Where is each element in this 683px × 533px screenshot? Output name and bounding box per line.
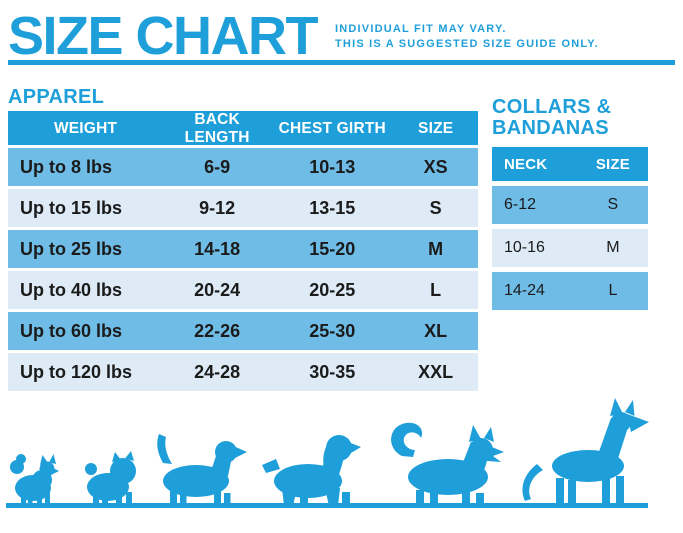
husky-dog-icon: [391, 422, 504, 505]
apparel-heading: APPAREL: [8, 86, 105, 108]
table-row: Up to 15 lbs 9-12 13-15 S: [8, 189, 478, 227]
main-content: APPAREL WEIGHT BACK LENGTH CHEST GIRTH S…: [0, 65, 683, 394]
table-row: Up to 60 lbs 22-26 25-30 XL: [8, 312, 478, 350]
column-header-size: SIZE: [418, 120, 454, 137]
great-dane-dog-icon: [522, 398, 649, 505]
collars-heading: COLLARS & BANDANAS: [492, 97, 648, 139]
chest-girth-cell: 30-35: [309, 361, 356, 382]
page-title: SIZE CHART: [8, 6, 319, 66]
back-length-cell: 20-24: [194, 279, 241, 300]
apparel-table-header-row: WEIGHT BACK LENGTH CHEST GIRTH SIZE: [8, 111, 478, 146]
collars-section: COLLARS & BANDANAS NECK SIZE 6-12 S 10-1…: [492, 65, 648, 315]
size-cell: XXL: [418, 361, 454, 382]
size-cell: S: [429, 197, 442, 218]
column-header-back-length: BACK LENGTH: [184, 111, 250, 146]
size-cell: XS: [423, 156, 448, 177]
table-row: Up to 120 lbs 24-28 30-35 XXL: [8, 353, 478, 391]
collars-size-table: NECK SIZE 6-12 S 10-16 M 14-24 L: [492, 147, 648, 310]
chest-girth-cell: 25-30: [309, 320, 356, 341]
dog-size-scale-illustration: [6, 398, 649, 508]
back-length-cell: 22-26: [194, 320, 241, 341]
table-row: 6-12 S: [492, 186, 648, 224]
chest-girth-cell: 15-20: [309, 238, 356, 259]
weight-cell: Up to 8 lbs: [20, 156, 113, 177]
weight-cell: Up to 25 lbs: [20, 238, 123, 259]
column-header-size: SIZE: [595, 155, 630, 173]
size-cell: M: [428, 238, 444, 259]
beagle-dog-icon: [157, 434, 247, 505]
table-row: Up to 40 lbs 20-24 20-25 L: [8, 271, 478, 309]
pomeranian-dog-icon: [10, 454, 59, 505]
weight-cell: Up to 40 lbs: [20, 279, 123, 300]
weight-cell: Up to 60 lbs: [20, 320, 123, 341]
ground-line: [6, 503, 648, 508]
apparel-section: APPAREL WEIGHT BACK LENGTH CHEST GIRTH S…: [8, 65, 478, 394]
neck-cell: 14-24: [504, 282, 545, 299]
back-length-cell: 6-9: [204, 156, 231, 177]
table-row: 14-24 L: [492, 272, 648, 310]
weight-cell: Up to 15 lbs: [20, 197, 123, 218]
chest-girth-cell: 20-25: [309, 279, 356, 300]
collars-heading-line1: COLLARS &: [492, 96, 612, 118]
column-header-neck: NECK: [504, 155, 548, 173]
table-row: Up to 8 lbs 6-9 10-13 XS: [8, 148, 478, 186]
cocker-spaniel-dog-icon: [262, 435, 361, 506]
column-header-weight: WEIGHT: [53, 120, 118, 137]
title-row: SIZE CHART INDIVIDUAL FIT MAY VARY. THIS…: [8, 6, 675, 66]
fit-note-line2: THIS IS A SUGGESTED SIZE GUIDE ONLY.: [335, 38, 599, 50]
table-row: 10-16 M: [492, 229, 648, 267]
weight-cell: Up to 120 lbs: [20, 361, 133, 382]
size-cell: S: [607, 196, 619, 213]
pug-dog-icon: [85, 451, 136, 505]
column-header-chest-girth: CHEST GIRTH: [278, 120, 386, 137]
back-length-cell: 24-28: [194, 361, 241, 382]
size-cell: M: [606, 239, 620, 256]
size-cell: L: [608, 282, 618, 299]
apparel-size-table: WEIGHT BACK LENGTH CHEST GIRTH SIZE Up t…: [8, 111, 478, 391]
fit-note-line1: INDIVIDUAL FIT MAY VARY.: [335, 23, 507, 35]
back-length-cell: 9-12: [199, 197, 236, 218]
header: SIZE CHART INDIVIDUAL FIT MAY VARY. THIS…: [0, 6, 683, 66]
collars-heading-line2: BANDANAS: [492, 117, 609, 139]
back-length-cell: 14-18: [194, 238, 241, 259]
chest-girth-cell: 10-13: [309, 156, 356, 177]
neck-cell: 10-16: [504, 239, 545, 256]
table-row: Up to 25 lbs 14-18 15-20 M: [8, 230, 478, 268]
size-cell: L: [430, 279, 442, 300]
collars-table-header-row: NECK SIZE: [492, 147, 648, 181]
fit-note: INDIVIDUAL FIT MAY VARY. THIS IS A SUGGE…: [335, 22, 599, 52]
size-cell: XL: [424, 320, 448, 341]
chest-girth-cell: 13-15: [309, 197, 356, 218]
neck-cell: 6-12: [504, 196, 537, 213]
dog-silhouettes-group: [6, 398, 649, 508]
